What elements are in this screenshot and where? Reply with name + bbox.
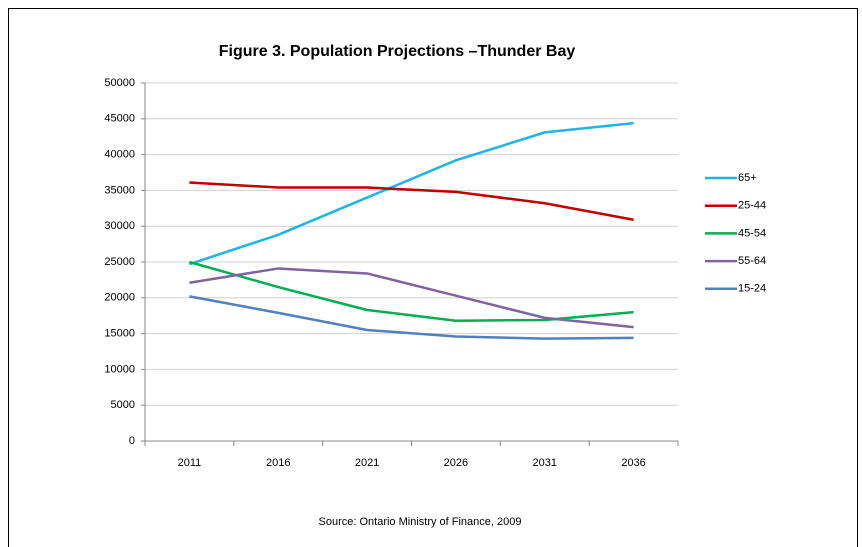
legend-label: 25-44 — [738, 200, 766, 212]
x-tick-label: 2011 — [178, 457, 202, 469]
series-line — [189, 295, 634, 340]
y-tick-label: 20000 — [104, 292, 135, 304]
legend-label: 65+ — [738, 172, 757, 184]
x-tick-label: 2026 — [444, 457, 468, 469]
x-tick-label: 2021 — [355, 457, 379, 469]
x-tick-label: 2036 — [621, 457, 645, 469]
x-tick-label: 2031 — [533, 457, 557, 469]
y-tick-label: 35000 — [104, 184, 135, 196]
y-tick-label: 25000 — [104, 256, 135, 268]
source-note: Source: Ontario Ministry of Finance, 200… — [319, 516, 522, 528]
legend-label: 55-64 — [738, 255, 766, 267]
y-tick-label: 0 — [129, 435, 135, 447]
y-tick-label: 10000 — [104, 363, 135, 375]
series-line — [189, 181, 634, 221]
y-tick-label: 50000 — [104, 77, 135, 89]
y-tick-label: 45000 — [104, 113, 135, 125]
y-tick-label: 40000 — [104, 149, 135, 161]
series-line — [189, 267, 634, 329]
legend-label: 15-24 — [738, 283, 766, 295]
chart-border — [8, 8, 858, 547]
y-tick-label: 30000 — [104, 220, 135, 232]
series-line — [189, 121, 634, 266]
y-tick-label: 15000 — [104, 328, 135, 340]
legend-label: 45-54 — [738, 227, 766, 239]
y-tick-label: 5000 — [111, 399, 135, 411]
chart-title: Figure 3. Population Projections –Thunde… — [219, 43, 576, 60]
x-tick-label: 2016 — [266, 457, 290, 469]
